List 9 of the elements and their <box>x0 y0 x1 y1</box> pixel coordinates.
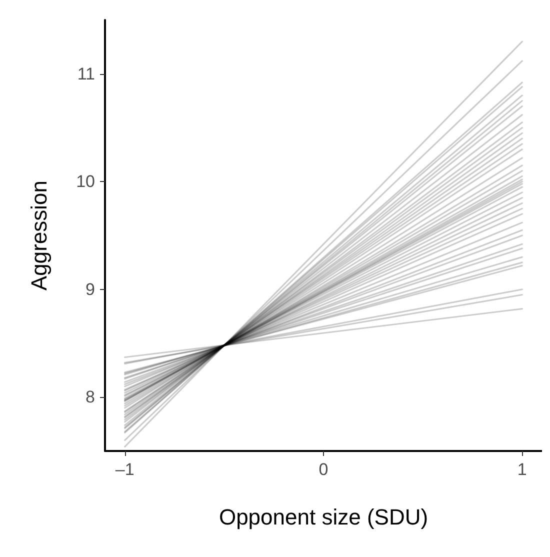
x-tick-label: 1 <box>517 460 527 479</box>
y-tick-label: 8 <box>86 388 95 407</box>
x-tick-label: –1 <box>115 460 134 479</box>
y-tick-label: 10 <box>76 172 95 192</box>
y-axis-title: Aggression <box>26 180 52 291</box>
x-tick-label: 0 <box>318 460 328 479</box>
x-axis-title: Opponent size (SDU) <box>218 504 428 530</box>
y-tick-label: 9 <box>86 280 95 299</box>
y-tick-label: 11 <box>77 64 95 84</box>
